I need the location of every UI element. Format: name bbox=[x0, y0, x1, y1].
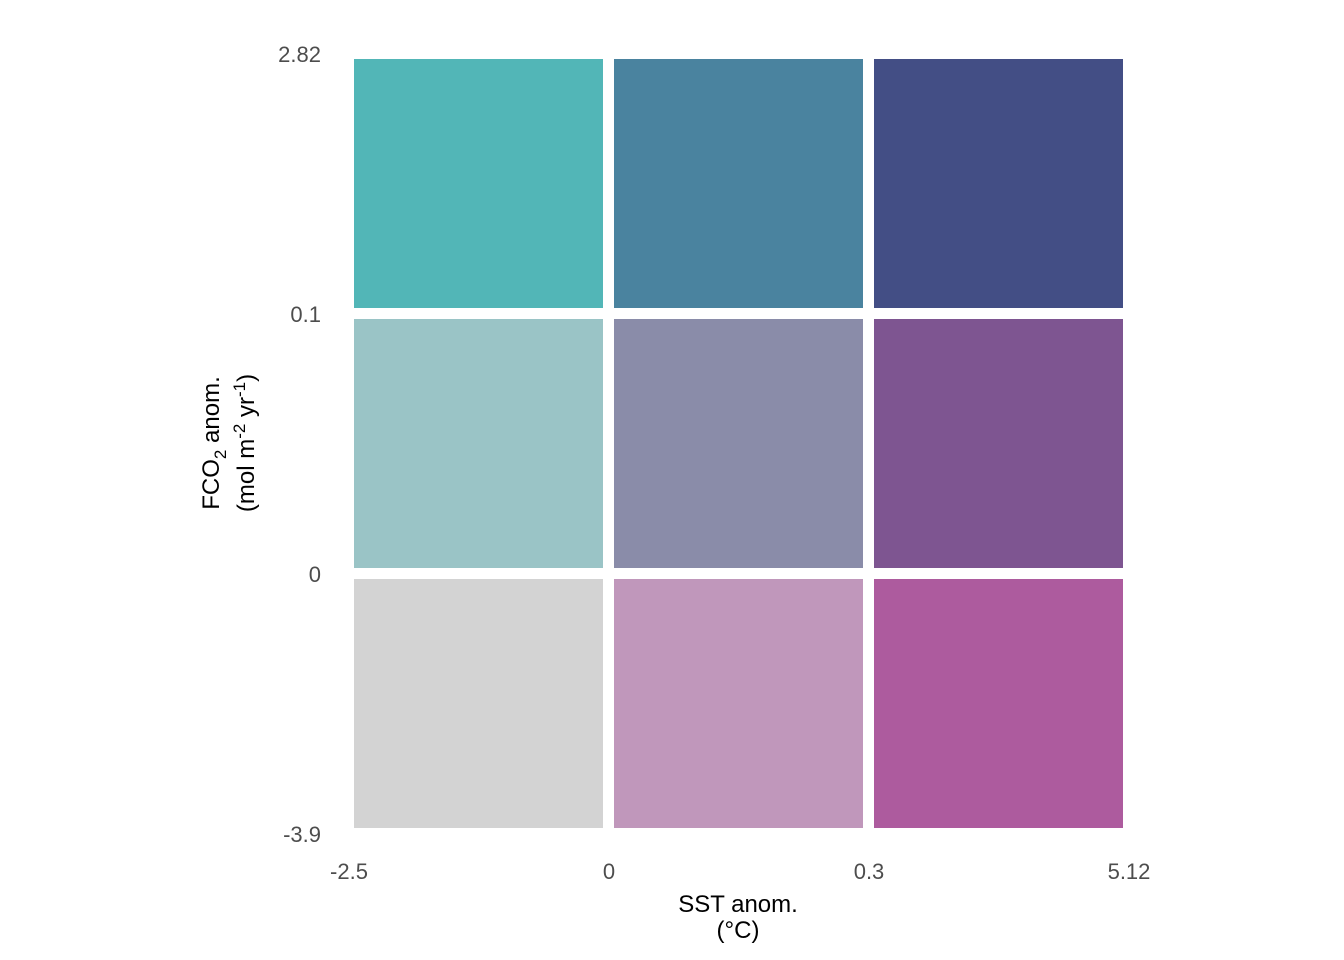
y-axis-title-line2: (mol m-2 yr-1) bbox=[230, 374, 260, 512]
heatmap-cell-c2-r0 bbox=[874, 579, 1123, 828]
heatmap-cell-c1-r1 bbox=[614, 319, 863, 568]
y-axis-unit-open: (mol m bbox=[233, 439, 260, 512]
x-tick-label: -2.5 bbox=[330, 859, 368, 884]
heatmap-cell-c2-r2 bbox=[874, 59, 1123, 308]
x-tick-label: 0.3 bbox=[854, 859, 885, 884]
x-axis-title-line2: (°C) bbox=[717, 917, 760, 944]
heatmap-cell-c1-r0 bbox=[614, 579, 863, 828]
y-axis-unit-sup2: -1 bbox=[230, 382, 249, 397]
x-axis-title-line1: SST anom. bbox=[678, 891, 798, 918]
y-axis-unit-sup1: -2 bbox=[230, 424, 249, 439]
y-axis-ticks: -3.9 0 0.1 2.82 bbox=[278, 42, 321, 847]
heatmap-cells bbox=[354, 59, 1123, 828]
x-tick-label: 0 bbox=[603, 859, 615, 884]
heatmap-cell-c2-r1 bbox=[874, 319, 1123, 568]
y-tick-label: 0 bbox=[309, 562, 321, 587]
y-tick-label: -3.9 bbox=[283, 822, 321, 847]
heatmap-cell-c1-r2 bbox=[614, 59, 863, 308]
y-axis-unit-close: ) bbox=[233, 374, 260, 382]
y-axis-title-base: FCO bbox=[198, 459, 225, 510]
y-axis-title-subscript: 2 bbox=[211, 450, 230, 459]
y-axis-title-rest: anom. bbox=[198, 376, 225, 449]
y-axis-title-line1: FCO2 anom. bbox=[198, 376, 230, 510]
y-tick-label: 2.82 bbox=[278, 42, 321, 67]
x-axis-title: SST anom. (°C) bbox=[678, 891, 798, 944]
heatmap-cell-c0-r2 bbox=[354, 59, 603, 308]
x-axis-ticks: -2.5 0 0.3 5.12 bbox=[330, 859, 1150, 884]
heatmap-cell-c0-r0 bbox=[354, 579, 603, 828]
x-tick-label: 5.12 bbox=[1108, 859, 1151, 884]
y-tick-label: 0.1 bbox=[290, 302, 321, 327]
y-axis-title: FCO2 anom. (mol m-2 yr-1) bbox=[198, 374, 260, 512]
heatmap-cell-c0-r1 bbox=[354, 319, 603, 568]
y-axis-unit-mid: yr bbox=[233, 397, 260, 424]
